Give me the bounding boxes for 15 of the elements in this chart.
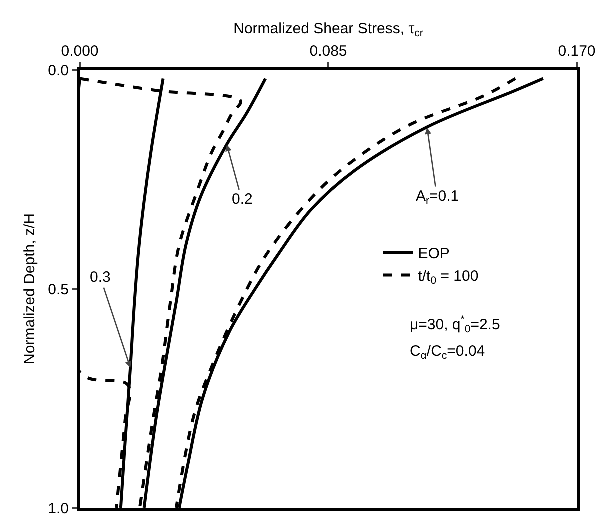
annotation: μ=30, q$^{*}$$_{0}$=2.5 xyxy=(410,314,500,336)
x-axis-title: Normalized Shear Stress, τ$_{cr}$ xyxy=(234,20,424,40)
legend-label: EOP xyxy=(418,246,450,263)
y-tick-label: 0.0 xyxy=(48,62,69,80)
annotation: C$_{α}$/C$_{c}$=0.04 xyxy=(410,343,486,362)
x-tick-label: 0.170 xyxy=(558,43,596,60)
y-tick-label: 1.0 xyxy=(48,500,69,518)
annotation: 0.3 xyxy=(90,269,111,286)
x-tick-label: 0.000 xyxy=(61,43,99,60)
annotation: 0.2 xyxy=(232,191,253,208)
y-tick-label: 0.5 xyxy=(48,281,69,298)
annotation: A$_{r}$=0.1 xyxy=(416,188,460,208)
x-tick-label: 0.085 xyxy=(310,43,348,60)
legend-label: t/t$_{0}$ = 100 xyxy=(418,268,479,288)
y-axis-title: Normalized Depth, z/H xyxy=(21,214,38,364)
